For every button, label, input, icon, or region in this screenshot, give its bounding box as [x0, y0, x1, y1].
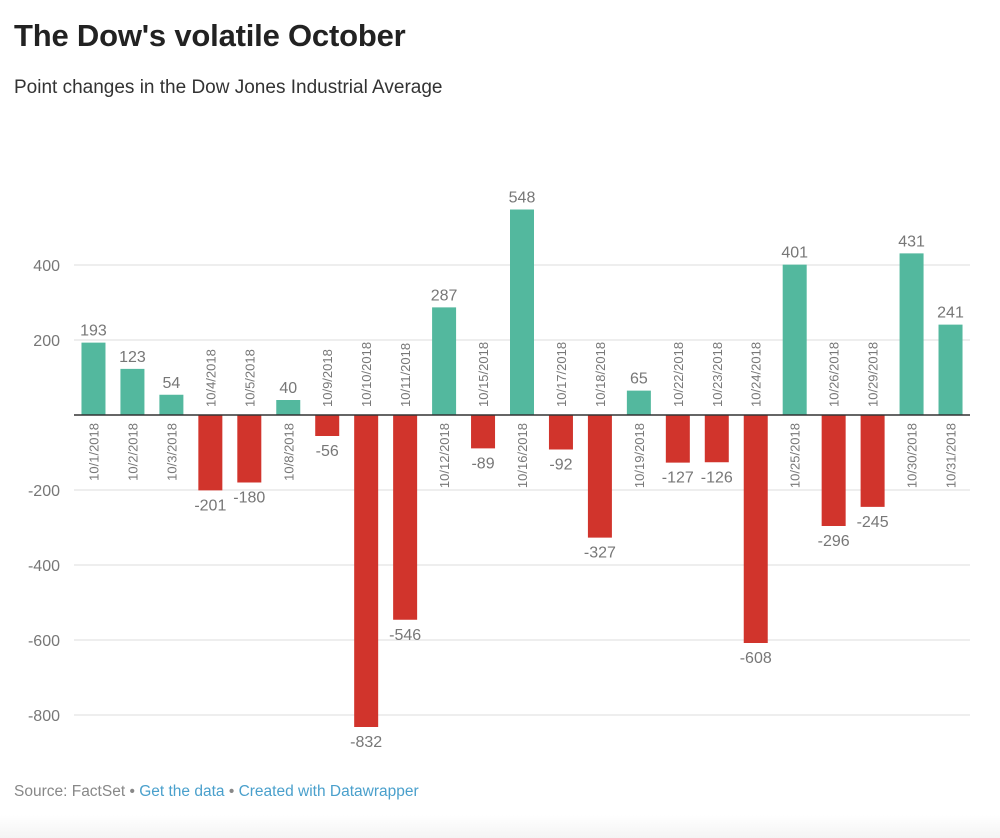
- value-label: 54: [162, 375, 180, 392]
- x-category-label: 10/9/2018: [320, 349, 335, 407]
- value-label: -608: [740, 650, 772, 667]
- value-label: 548: [509, 190, 536, 207]
- bar: [782, 264, 807, 415]
- x-category-label: 10/4/2018: [203, 349, 218, 407]
- bar: [587, 415, 612, 538]
- value-labels: 193 123 54 -201 -180 40 -56 -832 -546 287 -89 548 -9…: [80, 190, 964, 752]
- value-label: -546: [389, 627, 421, 644]
- value-label: -201: [194, 497, 226, 514]
- bar: [899, 253, 924, 415]
- y-tick-label: -800: [28, 708, 60, 725]
- bar: [821, 415, 846, 526]
- x-category-label: 10/23/2018: [710, 342, 725, 407]
- bar: [81, 342, 106, 415]
- x-category-label: 10/3/2018: [164, 423, 179, 481]
- x-category-label: 10/2/2018: [125, 423, 140, 481]
- bar: [120, 368, 145, 415]
- x-category-label: 10/25/2018: [788, 423, 803, 488]
- get-the-data-link[interactable]: Get the data: [139, 783, 225, 800]
- x-category-label: 10/26/2018: [827, 342, 842, 407]
- x-category-label: 10/24/2018: [749, 342, 764, 407]
- bar: [159, 394, 184, 415]
- value-label: 241: [937, 305, 964, 322]
- x-category-label: 10/17/2018: [554, 342, 569, 407]
- bar: [860, 415, 885, 507]
- value-label: -180: [233, 490, 265, 507]
- y-tick-label: 200: [33, 333, 60, 350]
- value-label: 123: [119, 349, 146, 366]
- chart-subtitle: Point changes in the Dow Jones Industria…: [14, 77, 443, 98]
- bar: [665, 415, 690, 463]
- bar: [743, 415, 768, 643]
- value-label: 287: [431, 287, 458, 304]
- datawrapper-link[interactable]: Created with Datawrapper: [238, 783, 419, 800]
- x-category-label: 10/11/2018: [398, 343, 413, 407]
- bar: [626, 390, 651, 415]
- bar: [704, 415, 729, 463]
- bar: [198, 415, 223, 491]
- source-text: Source: FactSet: [14, 783, 126, 800]
- bars: [81, 209, 963, 727]
- bar: [237, 415, 262, 483]
- value-label: 65: [630, 371, 648, 388]
- y-tick-label: -200: [28, 483, 60, 500]
- value-label: -327: [584, 545, 616, 562]
- x-category-label: 10/1/2018: [86, 423, 101, 481]
- x-category-label: 10/12/2018: [437, 423, 452, 488]
- x-category-label: 10/8/2018: [281, 423, 296, 481]
- value-label: -92: [549, 457, 572, 474]
- value-label: -832: [350, 734, 382, 751]
- value-label: -126: [701, 469, 733, 486]
- x-category-label: 10/29/2018: [866, 342, 881, 407]
- value-label: 40: [279, 380, 297, 397]
- bar: [393, 415, 418, 620]
- x-category-label: 10/31/2018: [944, 423, 959, 488]
- value-label: 431: [898, 233, 925, 250]
- bar: [938, 324, 963, 415]
- value-label: -56: [316, 443, 339, 460]
- chart-footer: Source: FactSet • Get the data • Created…: [14, 783, 419, 801]
- value-label: 193: [80, 323, 107, 340]
- footer-separator: •: [228, 783, 235, 800]
- x-category-label: 10/30/2018: [905, 423, 920, 488]
- x-category-label: 10/22/2018: [671, 342, 686, 407]
- bar: [548, 415, 573, 450]
- x-category-label: 10/18/2018: [593, 342, 608, 407]
- x-category-label: 10/16/2018: [515, 423, 530, 488]
- footer-separator: •: [129, 783, 135, 800]
- y-axis-ticks: 400 200 -200 -400 -600 -800: [28, 258, 60, 725]
- bottom-band: [0, 815, 1000, 838]
- value-label: -127: [662, 470, 694, 487]
- bar: [315, 415, 340, 436]
- value-label: 401: [781, 245, 808, 262]
- bar: [354, 415, 379, 727]
- bar: [432, 307, 457, 415]
- bar: [510, 209, 534, 415]
- y-tick-label: 400: [33, 258, 60, 275]
- x-category-label: 10/5/2018: [242, 349, 257, 407]
- bar-chart: 400 200 -200 -400 -600 -800 10/1/2018 10/2/201…: [28, 190, 970, 752]
- bar: [276, 400, 301, 415]
- value-label: -296: [818, 533, 850, 550]
- value-label: -89: [471, 455, 494, 472]
- x-category-label: 10/15/2018: [476, 342, 491, 407]
- x-category-label: 10/10/2018: [359, 342, 374, 407]
- x-axis-labels: 10/1/2018 10/2/2018 10/3/2018 10/4/2018 10/5…: [86, 342, 958, 488]
- y-tick-label: -600: [28, 633, 60, 650]
- value-label: -245: [857, 514, 889, 531]
- chart-title: The Dow's volatile October: [14, 18, 406, 53]
- bar: [471, 415, 496, 449]
- x-category-label: 10/19/2018: [632, 423, 647, 488]
- y-tick-label: -400: [28, 558, 60, 575]
